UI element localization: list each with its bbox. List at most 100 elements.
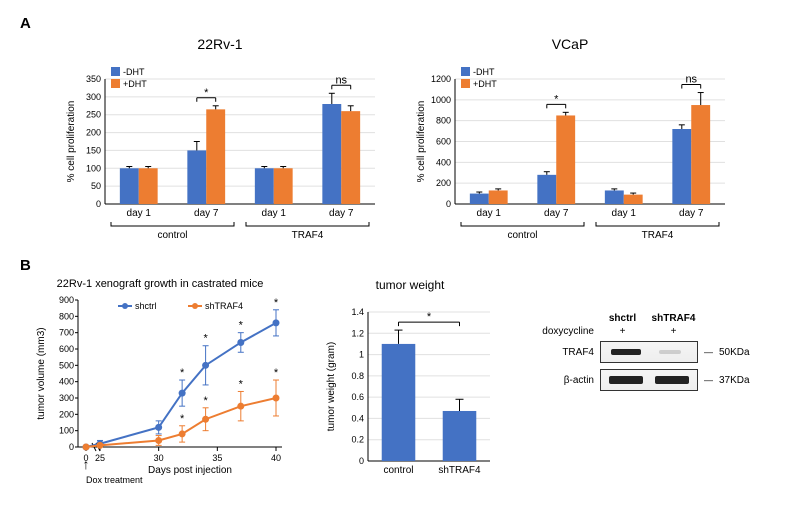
svg-text:0.8: 0.8: [351, 371, 364, 381]
svg-text:1.2: 1.2: [351, 328, 364, 338]
chart-22rv1-svg: 0 50 100 150 200 250 300 350 % cell proliferatio…: [60, 54, 380, 249]
svg-text:400: 400: [436, 157, 451, 167]
svg-text:150: 150: [86, 145, 101, 155]
svg-text:day 1: day 1: [612, 208, 637, 219]
svg-text:*: *: [204, 87, 209, 99]
svg-text:800: 800: [436, 116, 451, 126]
svg-text:ns: ns: [685, 74, 697, 86]
svg-text:1200: 1200: [431, 74, 451, 84]
doxy-plus-1: +: [600, 326, 645, 337]
traf4-band: [600, 341, 698, 363]
svg-text:↑: ↑: [83, 456, 90, 472]
svg-text:+DHT: +DHT: [123, 79, 147, 89]
actin-band: [600, 369, 698, 391]
lane-label-shtraf4: shTRAF4: [651, 313, 696, 324]
svg-text:900: 900: [59, 295, 74, 305]
svg-text:day 1: day 1: [477, 208, 502, 219]
svg-text:shctrl: shctrl: [135, 301, 157, 311]
svg-text:TRAF4: TRAF4: [642, 230, 674, 241]
svg-text:% cell proliferation: % cell proliferation: [66, 101, 77, 183]
svg-text:800: 800: [59, 311, 74, 321]
svg-text:400: 400: [59, 377, 74, 387]
traf4-row-label: TRAF4: [530, 347, 594, 358]
tumor-weight-chart: tumor weight 00.20.40.60.811.21.4tumor w…: [320, 278, 500, 489]
svg-text:control: control: [157, 230, 187, 241]
svg-text:Days post injection: Days post injection: [148, 465, 232, 476]
svg-text:*: *: [180, 367, 185, 379]
svg-text:300: 300: [59, 393, 74, 403]
panel-b-row: 22Rv-1 xenograft growth in castrated mic…: [30, 278, 780, 497]
panel-a-row: 22Rv-1 0 50 100 150 200 250 300 350 % cell proli…: [60, 36, 780, 249]
svg-text:-DHT: -DHT: [123, 67, 145, 77]
xenograft-chart: 22Rv-1 xenograft growth in castrated mic…: [30, 278, 290, 497]
doxy-plus-2: +: [651, 326, 696, 337]
svg-text:1000: 1000: [431, 95, 451, 105]
xenograft-title: 22Rv-1 xenograft growth in castrated mic…: [30, 278, 290, 290]
chart-vcap-svg: 020040060080010001200% cell proliferatio…: [410, 54, 730, 249]
svg-text:*: *: [203, 395, 208, 407]
svg-text:350: 350: [86, 74, 101, 84]
svg-text:100: 100: [59, 426, 74, 436]
svg-text:day 1: day 1: [127, 208, 152, 219]
svg-text:40: 40: [271, 453, 281, 463]
svg-text:day 7: day 7: [544, 208, 569, 219]
svg-text:TRAF4: TRAF4: [292, 230, 324, 241]
svg-text:Dox treatment: Dox treatment: [86, 475, 143, 485]
svg-text:control: control: [507, 230, 537, 241]
svg-text:control: control: [383, 465, 413, 476]
chart-vcap: VCaP 020040060080010001200% cell prolife…: [410, 36, 730, 249]
tumor-weight-svg: 00.20.40.60.811.21.4tumor weight (gram)c…: [320, 294, 500, 489]
svg-text:100: 100: [86, 163, 101, 173]
svg-text:600: 600: [59, 344, 74, 354]
chart-vcap-title: VCaP: [410, 36, 730, 52]
svg-text:% cell proliferation: % cell proliferation: [416, 101, 427, 183]
chart-22rv1-title: 22Rv-1: [60, 36, 380, 52]
svg-text:600: 600: [436, 137, 451, 147]
svg-text:-DHT: -DHT: [473, 67, 495, 77]
svg-text:30: 30: [154, 453, 164, 463]
svg-text:1: 1: [359, 350, 364, 360]
svg-text:day 7: day 7: [329, 208, 354, 219]
svg-text:0.4: 0.4: [351, 413, 364, 423]
traf4-mw: 50KDa: [719, 347, 750, 358]
svg-text:0: 0: [359, 456, 364, 466]
svg-text:day 7: day 7: [194, 208, 219, 219]
svg-text:*: *: [180, 413, 185, 425]
panel-a-label: A: [20, 15, 780, 32]
tumor-weight-title: tumor weight: [320, 278, 500, 292]
svg-text:+DHT: +DHT: [473, 79, 497, 89]
xenograft-svg: 0100200300400500600700800900025303540tum…: [30, 292, 290, 497]
svg-text:0.6: 0.6: [351, 392, 364, 402]
western-blot: shctrl shTRAF4 doxycycline + + TRAF4 — 5…: [530, 313, 750, 391]
svg-text:200: 200: [436, 178, 451, 188]
actin-mw: 37KDa: [719, 375, 750, 386]
svg-text:tumor volume (mm3): tumor volume (mm3): [36, 327, 47, 419]
svg-text:0: 0: [69, 442, 74, 452]
chart-22rv1: 22Rv-1 0 50 100 150 200 250 300 350 % cell proli…: [60, 36, 380, 249]
svg-text:1.4: 1.4: [351, 307, 364, 317]
svg-text:*: *: [239, 320, 244, 332]
svg-text:shTRAF4: shTRAF4: [438, 465, 481, 476]
panel-b-label: B: [20, 257, 780, 274]
svg-text:50: 50: [91, 181, 101, 191]
svg-text:25: 25: [95, 453, 105, 463]
doxy-label: doxycycline: [530, 326, 594, 337]
lane-label-shctrl: shctrl: [600, 313, 645, 324]
svg-text:500: 500: [59, 360, 74, 370]
svg-text:shTRAF4: shTRAF4: [205, 301, 243, 311]
svg-text:0.2: 0.2: [351, 435, 364, 445]
actin-row-label: β-actin: [530, 375, 594, 386]
svg-text:300: 300: [86, 92, 101, 102]
svg-text:day 1: day 1: [262, 208, 287, 219]
svg-text:250: 250: [86, 110, 101, 120]
svg-text:0: 0: [96, 199, 101, 209]
svg-text:35: 35: [212, 453, 222, 463]
svg-text:*: *: [274, 367, 279, 379]
svg-text:*: *: [239, 378, 244, 390]
svg-text:*: *: [554, 93, 559, 105]
svg-text:200: 200: [86, 128, 101, 138]
svg-text:*: *: [203, 333, 208, 345]
svg-text:200: 200: [59, 409, 74, 419]
svg-text:*: *: [274, 297, 279, 309]
svg-text:700: 700: [59, 328, 74, 338]
